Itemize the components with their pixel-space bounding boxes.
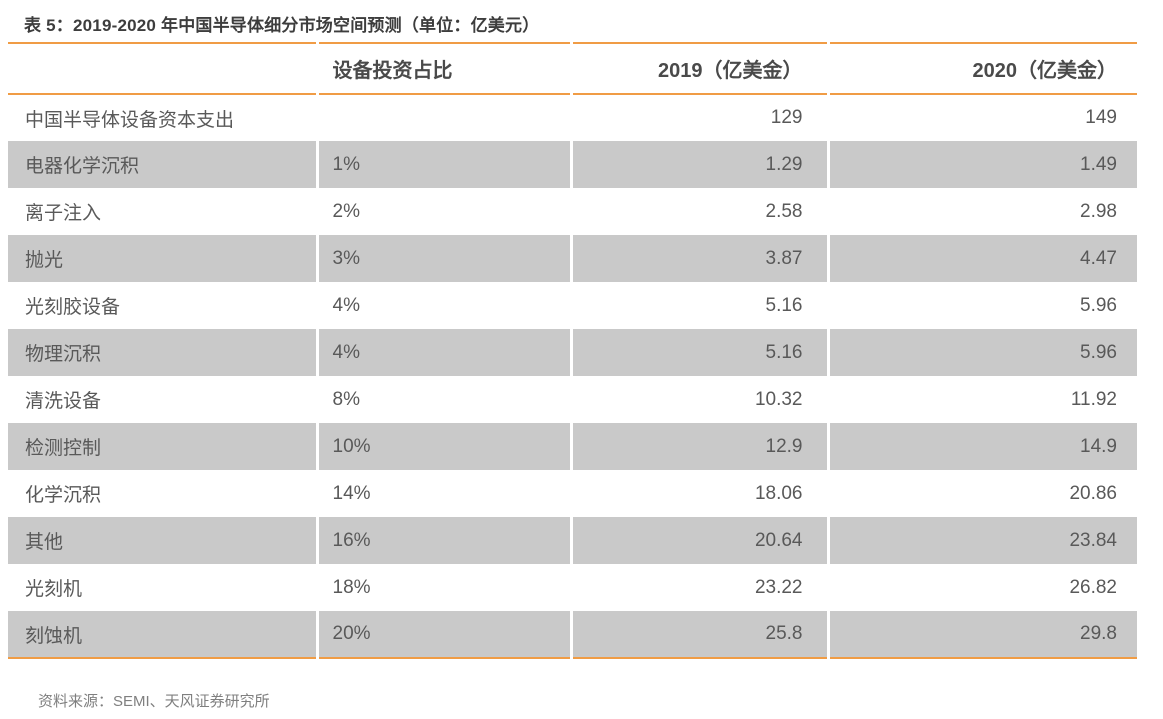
value-2019-cell: 12.9 (569, 423, 828, 470)
share-cell: 18% (315, 564, 571, 611)
row-label-cell: 抛光 (25, 250, 64, 271)
table-header-row: 设备投资占比 2019（亿美金） 2020（亿美金） (8, 42, 1137, 95)
column-header-2019: 2019（亿美金） (569, 42, 828, 95)
share-cell: 20% (315, 611, 571, 659)
value-2019-cell: 5.16 (569, 282, 828, 329)
value-2020-cell: 149 (826, 94, 1137, 141)
table-row: 刻蚀机 20% 25.8 29.8 (8, 611, 1137, 659)
table-row: 光刻胶设备 4% 5.16 5.96 (8, 282, 1137, 329)
table-title: 表 5：2019-2020 年中国半导体细分市场空间预测（单位：亿美元） (24, 16, 540, 35)
share-cell: 2% (315, 188, 571, 235)
row-label-cell: 检测控制 (25, 438, 102, 459)
value-2020-cell: 2.98 (826, 188, 1137, 235)
column-header-2020: 2020（亿美金） (826, 42, 1137, 95)
value-2019-cell: 20.64 (569, 517, 828, 564)
value-2019-cell: 18.06 (569, 470, 828, 517)
market-forecast-table: 设备投资占比 2019（亿美金） 2020（亿美金） 中国半导体设备资本支出 1… (8, 42, 1137, 659)
table-row: 化学沉积 14% 18.06 20.86 (8, 470, 1137, 517)
row-label-cell: 其他 (25, 532, 64, 553)
value-2019-cell: 3.87 (569, 235, 828, 282)
share-cell: 8% (315, 376, 571, 423)
table-row: 中国半导体设备资本支出 129 149 (8, 94, 1137, 141)
value-2019-cell: 25.8 (569, 611, 828, 659)
table-row: 清洗设备 8% 10.32 11.92 (8, 376, 1137, 423)
table-row: 物理沉积 4% 5.16 5.96 (8, 329, 1137, 376)
share-cell: 14% (315, 470, 571, 517)
value-2019-cell: 2.58 (569, 188, 828, 235)
table-row: 电器化学沉积 1% 1.29 1.49 (8, 141, 1137, 188)
table-row: 检测控制 10% 12.9 14.9 (8, 423, 1137, 470)
share-cell: 4% (315, 282, 571, 329)
value-2020-cell: 26.82 (826, 564, 1137, 611)
source-note: 资料来源：SEMI、天风证券研究所 (38, 693, 270, 710)
column-header-share: 设备投资占比 (315, 42, 571, 95)
value-2019-cell: 23.22 (569, 564, 828, 611)
row-label-cell: 电器化学沉积 (25, 156, 140, 177)
row-label-cell: 物理沉积 (25, 344, 102, 365)
column-header-category (8, 42, 317, 95)
row-label-cell: 清洗设备 (25, 391, 102, 412)
table-row: 离子注入 2% 2.58 2.98 (8, 188, 1137, 235)
share-cell: 1% (315, 141, 571, 188)
row-label-cell: 光刻胶设备 (25, 297, 121, 318)
row-label-cell: 光刻机 (25, 579, 83, 600)
value-2020-cell: 5.96 (826, 329, 1137, 376)
value-2020-cell: 23.84 (826, 517, 1137, 564)
value-2020-cell: 4.47 (826, 235, 1137, 282)
share-cell: 4% (315, 329, 571, 376)
row-label-cell: 离子注入 (25, 203, 102, 224)
value-2020-cell: 5.96 (826, 282, 1137, 329)
row-label-cell: 中国半导体设备资本支出 (25, 109, 235, 131)
value-2020-cell: 11.92 (826, 376, 1137, 423)
share-cell (315, 94, 571, 141)
share-cell: 16% (315, 517, 571, 564)
value-2019-cell: 1.29 (569, 141, 828, 188)
table-row: 抛光 3% 3.87 4.47 (8, 235, 1137, 282)
value-2020-cell: 1.49 (826, 141, 1137, 188)
row-label-cell: 化学沉积 (25, 485, 102, 506)
value-2019-cell: 5.16 (569, 329, 828, 376)
value-2020-cell: 20.86 (826, 470, 1137, 517)
value-2020-cell: 29.8 (826, 611, 1137, 659)
share-cell: 10% (315, 423, 571, 470)
share-cell: 3% (315, 235, 571, 282)
table-row: 光刻机 18% 23.22 26.82 (8, 564, 1137, 611)
table-row: 其他 16% 20.64 23.84 (8, 517, 1137, 564)
value-2019-cell: 10.32 (569, 376, 828, 423)
report-table-page: 表 5：2019-2020 年中国半导体细分市场空间预测（单位：亿美元） 设备投… (0, 11, 1163, 719)
value-2020-cell: 14.9 (826, 423, 1137, 470)
row-label-cell: 刻蚀机 (8, 611, 317, 659)
value-2019-cell: 129 (569, 94, 828, 141)
